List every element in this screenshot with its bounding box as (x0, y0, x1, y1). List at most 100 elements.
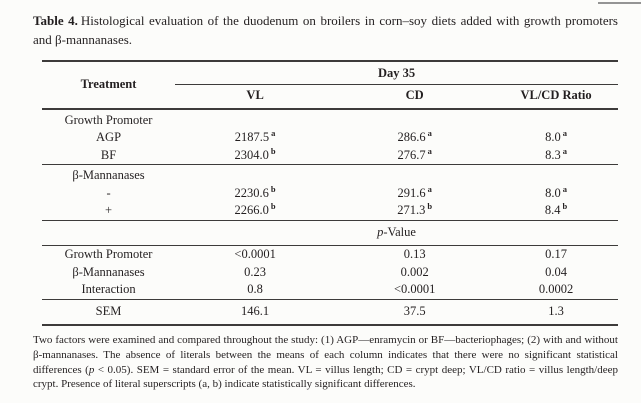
table-caption: Table 4. Histological evaluation of the d… (33, 12, 618, 50)
table-row: -2230.6 b 291.6 a 8.0 a (42, 185, 618, 203)
group-label: β-Mannanases (72, 168, 145, 183)
value-cell: 8.0 a (494, 129, 618, 147)
superscript: a (427, 128, 432, 139)
sem-value-cell: 146.1 (241, 303, 270, 318)
value: 276.7 (397, 147, 426, 162)
value-cell: 286.6 a (335, 129, 494, 147)
superscript: b (270, 201, 276, 212)
value: 2187.5 (234, 130, 270, 145)
value: 291.6 (397, 185, 426, 200)
value: 271.3 (397, 203, 426, 218)
empty-cell (494, 165, 618, 185)
empty-cell (494, 109, 618, 130)
value-cell: 291.6 a (335, 185, 494, 203)
superscript: a (271, 128, 276, 139)
superscript: a (562, 128, 567, 139)
table-row: +2266.0 b 271.3 b 8.4 b (42, 201, 618, 221)
group-label: Growth Promoter (64, 112, 153, 127)
empty-cell (335, 109, 494, 130)
value: 2304.0 (234, 147, 269, 162)
value: 286.6 (397, 130, 426, 145)
treatment-cell: AGP (96, 130, 122, 145)
value-cell: 2266.0 b (175, 201, 336, 221)
p-value-cell: 0.002 (400, 264, 429, 279)
p-value-row: β-Mannanases 0.23 0.002 0.04 (42, 264, 618, 282)
treatment-cell: Growth Promoter (64, 247, 153, 262)
header-row-1: Treatment Day 35 (42, 60, 618, 110)
sem-value-cell: 1.3 (548, 303, 564, 318)
superscript: b (270, 145, 276, 156)
value: 8.0 (545, 130, 561, 145)
caption-text: Histological evaluation of the duodenum … (33, 13, 618, 47)
p-value-cell: 0.17 (545, 247, 567, 262)
p-value-header: p-Value (175, 220, 618, 247)
footnote-text: Two factors were examined and compared t… (33, 334, 618, 376)
paper-page: Table 4. Histological evaluation of the d… (33, 12, 618, 392)
header-row-2: VL CD VL/CD Ratio (42, 84, 618, 110)
superscript: a (562, 183, 567, 194)
p-value-italic: p (377, 224, 384, 239)
group-row: β-Mannanases (42, 165, 618, 185)
col-header-day-35: Day 35 (175, 60, 618, 85)
p-value-header-section: p-Value (42, 220, 618, 247)
value-cell: 8.4 b (494, 201, 618, 221)
value-cell: 271.3 b (335, 201, 495, 221)
p-value-header-row: p-Value (42, 220, 618, 247)
value-cell: 2187.5 a (175, 129, 335, 147)
sem-section: SEM 146.1 37.5 1.3 (42, 299, 618, 325)
footnote-italic-p: p (88, 363, 95, 376)
table-header: Treatment Day 35 VL CD VL/CD Ratio (42, 60, 618, 110)
p-value-cell: <0.0001 (234, 247, 276, 262)
footnote-text: < 0.05). SEM = standard error of the mea… (33, 363, 618, 391)
superscript: b (562, 201, 568, 212)
treatment-cell: Interaction (42, 281, 176, 300)
scan-artifact (598, 2, 641, 4)
p-value-cell: 0.23 (244, 264, 267, 279)
value: 2266.0 (234, 203, 269, 218)
value: 8.3 (545, 147, 561, 162)
p-value-section: Growth Promoter <0.0001 0.13 0.17 β-Mannanas… (42, 246, 618, 300)
p-value-row: Interaction 0.8 <0.0001 0.0002 (42, 281, 618, 300)
empty-cell (42, 220, 176, 247)
treatment-cell: β-Mannanases (72, 264, 145, 279)
superscript: a (427, 145, 432, 156)
p-value-row: Growth Promoter <0.0001 0.13 0.17 (42, 246, 618, 264)
p-value-cell: <0.0001 (335, 281, 495, 300)
results-table: Treatment Day 35 VL CD VL/CD Ratio Growth … (42, 59, 618, 327)
group-row: Growth Promoter (42, 109, 618, 130)
caption-label: Table 4. (33, 13, 78, 28)
value: 8.4 (544, 203, 561, 218)
value: 8.0 (545, 185, 561, 200)
p-value-cell: 0.13 (403, 247, 426, 262)
value-cell: 8.3 a (494, 145, 618, 166)
superscript: a (562, 145, 567, 156)
p-value-cell: 0.04 (545, 264, 567, 279)
treatment-cell: - (106, 185, 111, 200)
value: 2230.6 (234, 185, 269, 200)
value-cell: 2230.6 b (175, 185, 335, 203)
p-value-rest: -Value (383, 224, 416, 239)
empty-cell (335, 165, 494, 185)
superscript: b (270, 183, 276, 194)
table-row: BF 2304.0 b 276.7 a 8.3 a (42, 145, 618, 166)
treatment-cell: + (42, 202, 176, 221)
superscript: b (427, 201, 433, 212)
treatment-cell: BF (42, 146, 176, 166)
empty-cell (175, 165, 335, 185)
superscript: a (427, 183, 432, 194)
table-row: AGP 2187.5 a 286.6 a 8.0 a (42, 129, 618, 147)
col-header-vl: VL (175, 84, 336, 110)
col-header-vl-cd-ratio: VL/CD Ratio (494, 84, 618, 110)
sem-value-cell: 37.5 (403, 303, 426, 318)
empty-cell (175, 109, 335, 130)
col-header-cd: CD (335, 84, 495, 110)
col-header-treatment: Treatment (42, 60, 176, 110)
value-cell: 8.0 a (494, 185, 618, 203)
sem-row: SEM 146.1 37.5 1.3 (42, 299, 618, 325)
p-value-cell: 0.0002 (494, 281, 618, 300)
table-footnote: Two factors were examined and compared t… (33, 333, 618, 392)
value-cell: 276.7 a (335, 145, 495, 166)
p-value-cell: 0.8 (175, 281, 336, 300)
value-cell: 2304.0 b (175, 145, 336, 166)
sem-label: SEM (95, 303, 122, 318)
